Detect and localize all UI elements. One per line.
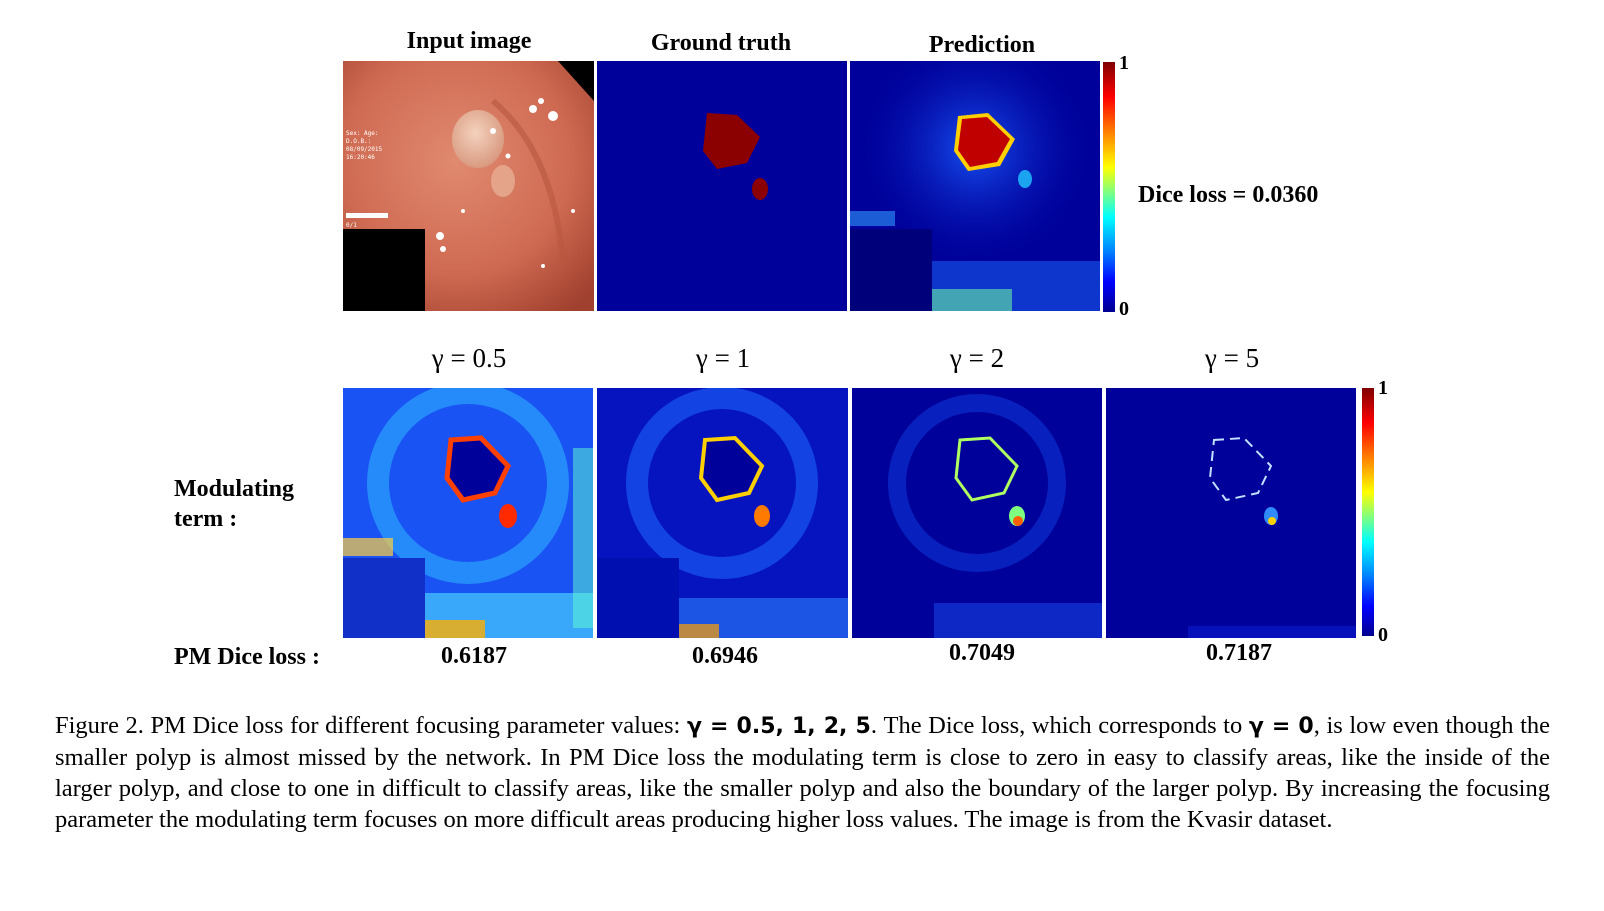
gamma-label-1: γ = 1 (695, 343, 751, 373)
header-input-image: Input image (406, 28, 532, 54)
svg-text:0/1: 0/1 (346, 222, 357, 229)
figure-caption: Figure 2. PM Dice loss for different foc… (55, 710, 1550, 835)
svg-text:D.O.B.:: D.O.B.: (346, 138, 371, 145)
gamma-label-2: γ = 2 (949, 343, 1005, 373)
pm-value-gamma-0-5: 0.6187 (441, 643, 507, 669)
modulating-term-gamma-2 (852, 388, 1102, 638)
bottom-colorbar (1362, 388, 1374, 636)
pm-value-gamma-5: 0.7187 (1206, 640, 1272, 666)
caption-suffix: , is low even though the smaller polyp i… (55, 712, 1551, 833)
bottom-colorbar-max-label: 1 (1378, 377, 1388, 399)
pm-value-gamma-1: 0.6946 (692, 643, 758, 669)
header-ground-truth: Ground truth (650, 30, 792, 56)
row-label-line2: term : (174, 506, 238, 532)
svg-text:Sex: Age:: Sex: Age: (346, 130, 379, 137)
ground-truth-panel (597, 61, 847, 311)
modulating-term-gamma-5 (1106, 388, 1356, 638)
caption-gamma-zero: γ = 0 (1248, 714, 1314, 739)
caption-middle: . The Dice loss, which corresponds to (870, 712, 1249, 739)
caption-gamma-values: γ = 0.5, 1, 2, 5 (686, 714, 871, 739)
svg-text:16:20:46: 16:20:46 (346, 154, 375, 161)
row-label-modulating: Modulating term : (174, 474, 294, 534)
dice-loss-label: Dice loss = 0.0360 (1138, 182, 1319, 208)
modulating-term-gamma-0-5 (343, 388, 593, 638)
header-prediction: Prediction (928, 32, 1036, 58)
bottom-colorbar-min-label: 0 (1378, 624, 1388, 646)
modulating-term-gamma-1 (597, 388, 848, 638)
pm-dice-loss-label: PM Dice loss : (174, 644, 320, 670)
gamma-label-0-5: γ = 0.5 (431, 343, 507, 373)
prediction-panel (850, 61, 1100, 311)
row-label-line1: Modulating (174, 476, 295, 502)
caption-prefix: Figure 2. PM Dice loss for different foc… (55, 712, 687, 739)
top-colorbar-min-label: 0 (1119, 298, 1129, 320)
top-colorbar-max-label: 1 (1119, 52, 1129, 74)
top-colorbar (1103, 62, 1115, 312)
svg-text:08/09/2015: 08/09/2015 (346, 146, 383, 153)
gamma-label-5: γ = 5 (1204, 343, 1260, 373)
input-image-panel: Sex: Age: D.O.B.: 08/09/2015 16:20:46 0/… (343, 61, 594, 311)
pm-value-gamma-2: 0.7049 (949, 640, 1015, 666)
